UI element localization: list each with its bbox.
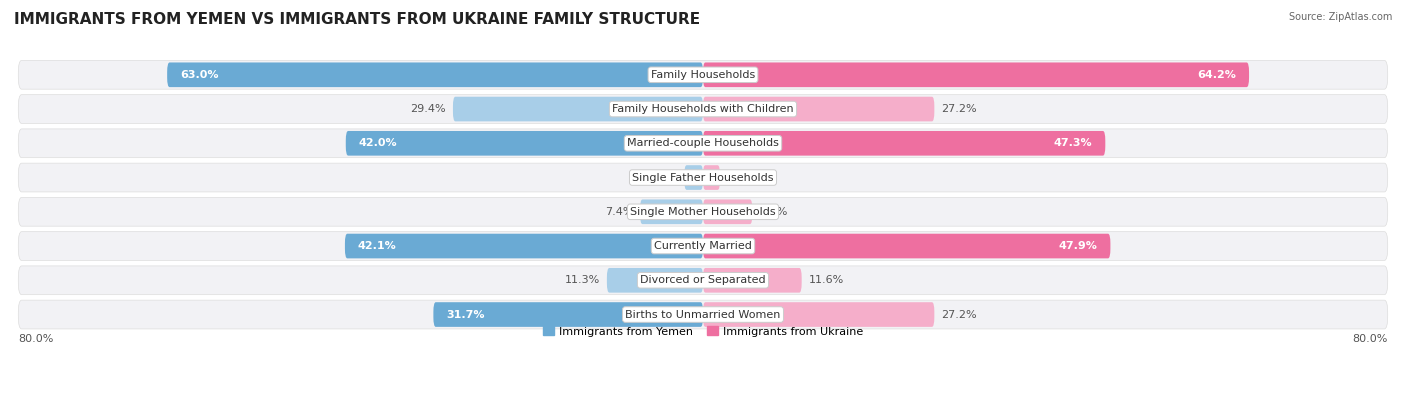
Text: 63.0%: 63.0% <box>180 70 218 80</box>
Text: Source: ZipAtlas.com: Source: ZipAtlas.com <box>1288 12 1392 22</box>
Text: Married-couple Households: Married-couple Households <box>627 138 779 148</box>
FancyBboxPatch shape <box>346 131 703 156</box>
Text: 27.2%: 27.2% <box>941 104 977 114</box>
Text: 5.8%: 5.8% <box>759 207 787 217</box>
FancyBboxPatch shape <box>433 302 703 327</box>
Text: 47.9%: 47.9% <box>1059 241 1098 251</box>
Text: 7.4%: 7.4% <box>605 207 633 217</box>
FancyBboxPatch shape <box>703 165 720 190</box>
FancyBboxPatch shape <box>453 97 703 121</box>
FancyBboxPatch shape <box>703 97 935 121</box>
Text: 2.0%: 2.0% <box>727 173 755 182</box>
FancyBboxPatch shape <box>685 165 703 190</box>
Text: Single Father Households: Single Father Households <box>633 173 773 182</box>
FancyBboxPatch shape <box>703 302 935 327</box>
FancyBboxPatch shape <box>167 62 703 87</box>
FancyBboxPatch shape <box>18 129 1388 158</box>
FancyBboxPatch shape <box>703 131 1105 156</box>
Text: 31.7%: 31.7% <box>446 310 485 320</box>
FancyBboxPatch shape <box>607 268 703 293</box>
Text: Births to Unmarried Women: Births to Unmarried Women <box>626 310 780 320</box>
Text: 47.3%: 47.3% <box>1054 138 1092 148</box>
Text: 27.2%: 27.2% <box>941 310 977 320</box>
FancyBboxPatch shape <box>640 199 703 224</box>
Text: 11.3%: 11.3% <box>565 275 600 285</box>
Text: 42.0%: 42.0% <box>359 138 396 148</box>
Text: Family Households with Children: Family Households with Children <box>612 104 794 114</box>
Text: 2.2%: 2.2% <box>650 173 678 182</box>
FancyBboxPatch shape <box>703 199 752 224</box>
Text: Single Mother Households: Single Mother Households <box>630 207 776 217</box>
FancyBboxPatch shape <box>703 268 801 293</box>
FancyBboxPatch shape <box>703 234 1111 258</box>
FancyBboxPatch shape <box>18 300 1388 329</box>
FancyBboxPatch shape <box>18 95 1388 123</box>
FancyBboxPatch shape <box>18 163 1388 192</box>
Text: 80.0%: 80.0% <box>1353 334 1388 344</box>
Text: Family Households: Family Households <box>651 70 755 80</box>
Text: 80.0%: 80.0% <box>18 334 53 344</box>
Text: IMMIGRANTS FROM YEMEN VS IMMIGRANTS FROM UKRAINE FAMILY STRUCTURE: IMMIGRANTS FROM YEMEN VS IMMIGRANTS FROM… <box>14 12 700 27</box>
FancyBboxPatch shape <box>344 234 703 258</box>
FancyBboxPatch shape <box>703 62 1249 87</box>
FancyBboxPatch shape <box>18 198 1388 226</box>
FancyBboxPatch shape <box>18 231 1388 260</box>
Text: 64.2%: 64.2% <box>1198 70 1236 80</box>
Text: 11.6%: 11.6% <box>808 275 844 285</box>
Legend: Immigrants from Yemen, Immigrants from Ukraine: Immigrants from Yemen, Immigrants from U… <box>538 322 868 341</box>
Text: Divorced or Separated: Divorced or Separated <box>640 275 766 285</box>
Text: 29.4%: 29.4% <box>411 104 446 114</box>
Text: Currently Married: Currently Married <box>654 241 752 251</box>
FancyBboxPatch shape <box>18 266 1388 295</box>
Text: 42.1%: 42.1% <box>357 241 396 251</box>
FancyBboxPatch shape <box>18 60 1388 89</box>
